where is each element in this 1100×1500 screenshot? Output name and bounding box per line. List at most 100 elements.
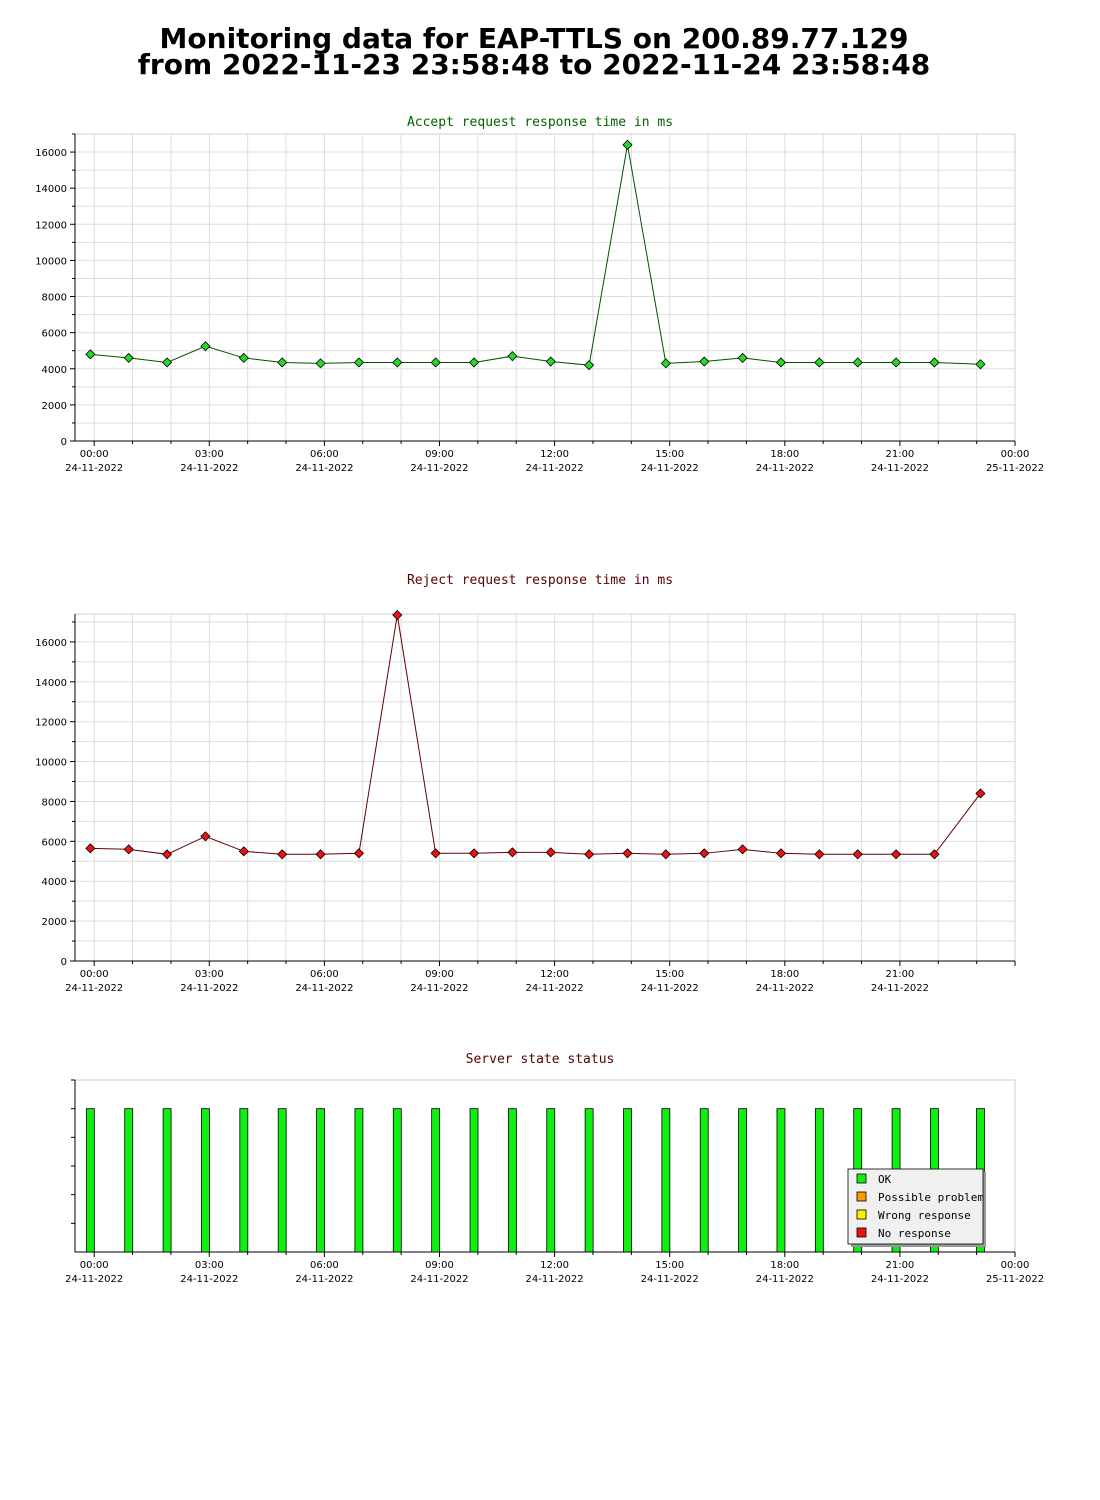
data-point bbox=[315, 358, 326, 369]
x-tick-label-time: 03:00 bbox=[195, 449, 224, 460]
legend-swatch bbox=[856, 1191, 867, 1202]
data-point bbox=[468, 357, 480, 368]
x-tick-label-time: 00:00 bbox=[80, 1260, 109, 1271]
x-tick-label-time: 12:00 bbox=[540, 449, 569, 460]
x-tick-label-date: 24-11-2022 bbox=[65, 1274, 123, 1285]
status-bar bbox=[623, 1108, 632, 1253]
y-tick-label: 8000 bbox=[42, 293, 67, 304]
status-bar bbox=[507, 1108, 517, 1253]
x-tick-label-date: 24-11-2022 bbox=[295, 463, 353, 474]
data-point bbox=[200, 341, 211, 352]
y-tick-label: 8000 bbox=[42, 797, 67, 808]
y-tick-label: 4000 bbox=[42, 877, 67, 888]
y-tick-label: 6000 bbox=[42, 329, 67, 340]
x-tick-label-time: 09:00 bbox=[425, 1260, 454, 1271]
y-tick-label: 14000 bbox=[35, 184, 67, 195]
x-tick-label-date: 24-11-2022 bbox=[526, 463, 584, 474]
x-tick-label-date: 24-11-2022 bbox=[180, 463, 238, 474]
status-bar bbox=[316, 1108, 325, 1253]
status-bar bbox=[354, 1108, 364, 1253]
x-tick-label-time: 00:00 bbox=[1001, 1260, 1030, 1271]
status-bar bbox=[469, 1108, 479, 1253]
x-tick-label-time: 21:00 bbox=[885, 969, 914, 980]
x-tick-label-date: 24-11-2022 bbox=[65, 463, 123, 474]
y-tick-label: 16000 bbox=[35, 638, 67, 649]
x-tick-label-time: 12:00 bbox=[540, 1260, 569, 1271]
series-line bbox=[90, 144, 981, 366]
data-point bbox=[507, 351, 518, 362]
x-tick-label-time: 00:00 bbox=[80, 969, 109, 980]
x-tick-label-date: 24-11-2022 bbox=[526, 1274, 584, 1285]
status-bar bbox=[546, 1108, 556, 1253]
x-tick-label-date: 24-11-2022 bbox=[641, 463, 699, 474]
data-point bbox=[200, 831, 211, 842]
data-point bbox=[123, 844, 134, 855]
x-tick-label-date: 24-11-2022 bbox=[180, 983, 238, 994]
x-tick-label-time: 12:00 bbox=[540, 969, 569, 980]
x-tick-label-time: 21:00 bbox=[885, 449, 914, 460]
data-point bbox=[814, 849, 825, 860]
y-tick-label: 2000 bbox=[42, 401, 67, 412]
data-point bbox=[392, 609, 403, 621]
data-point bbox=[852, 849, 863, 860]
page-title-line-2: from 2022-11-23 23:58:48 to 2022-11-24 2… bbox=[137, 48, 931, 81]
legend-swatch bbox=[856, 1227, 867, 1238]
data-point bbox=[277, 357, 288, 368]
chart-title: Accept request response time in ms bbox=[407, 115, 673, 130]
data-point bbox=[315, 849, 326, 860]
legend-box bbox=[847, 1168, 984, 1245]
y-tick-label: 4000 bbox=[42, 365, 67, 376]
data-point bbox=[699, 356, 710, 367]
data-point bbox=[622, 139, 633, 150]
reject-response-chart: Reject request response time in ms 0 2000 4… bbox=[35, 573, 1016, 994]
status-bar bbox=[277, 1108, 287, 1253]
x-tick-label-date: 24-11-2022 bbox=[871, 983, 929, 994]
data-point bbox=[737, 352, 748, 363]
data-point bbox=[238, 352, 249, 363]
data-point bbox=[468, 848, 480, 859]
x-tick-label-date: 24-11-2022 bbox=[180, 1274, 238, 1285]
legend-swatch bbox=[856, 1173, 867, 1184]
x-tick-label-time: 00:00 bbox=[80, 449, 109, 460]
data-point bbox=[975, 359, 986, 370]
x-tick-label-time: 15:00 bbox=[655, 969, 684, 980]
data-point bbox=[430, 848, 441, 859]
y-tick-label: 10000 bbox=[35, 758, 67, 769]
x-tick-label-date: 24-11-2022 bbox=[295, 983, 353, 994]
data-point bbox=[545, 847, 556, 858]
data-point bbox=[545, 356, 556, 367]
status-bar bbox=[814, 1108, 824, 1253]
status-bar bbox=[162, 1108, 172, 1253]
chart-title: Reject request response time in ms bbox=[407, 573, 673, 588]
y-tick-label: 12000 bbox=[35, 718, 67, 729]
page-title-line-1: Monitoring data for EAP-TTLS on 200.89.7… bbox=[159, 22, 909, 55]
legend-label: Wrong response bbox=[878, 1209, 971, 1222]
data-point bbox=[622, 848, 633, 859]
x-tick-label-time: 06:00 bbox=[310, 969, 339, 980]
data-point bbox=[123, 352, 134, 363]
data-point bbox=[507, 847, 518, 858]
status-bar bbox=[392, 1108, 402, 1253]
status-bar bbox=[85, 1108, 95, 1253]
x-tick-label-date: 24-11-2022 bbox=[526, 983, 584, 994]
x-tick-label-time: 09:00 bbox=[425, 969, 454, 980]
x-tick-label-time: 18:00 bbox=[770, 969, 799, 980]
data-point bbox=[392, 357, 403, 368]
status-bar bbox=[776, 1108, 786, 1253]
y-tick-label: 2000 bbox=[42, 917, 67, 928]
x-tick-label-date: 24-11-2022 bbox=[410, 463, 468, 474]
x-tick-label-date: 24-11-2022 bbox=[871, 1274, 929, 1285]
x-tick-label-date: 25-11-2022 bbox=[986, 463, 1044, 474]
x-tick-label-date: 24-11-2022 bbox=[410, 983, 468, 994]
data-point bbox=[775, 848, 787, 859]
y-tick-label: 10000 bbox=[35, 256, 67, 267]
x-tick-label-time: 00:00 bbox=[1001, 449, 1030, 460]
x-tick-label-time: 18:00 bbox=[770, 1260, 799, 1271]
data-point bbox=[430, 357, 441, 368]
data-point bbox=[584, 849, 595, 860]
data-point bbox=[775, 357, 787, 368]
data-point bbox=[353, 357, 364, 368]
status-bar bbox=[699, 1108, 709, 1253]
legend-label: OK bbox=[878, 1173, 892, 1186]
